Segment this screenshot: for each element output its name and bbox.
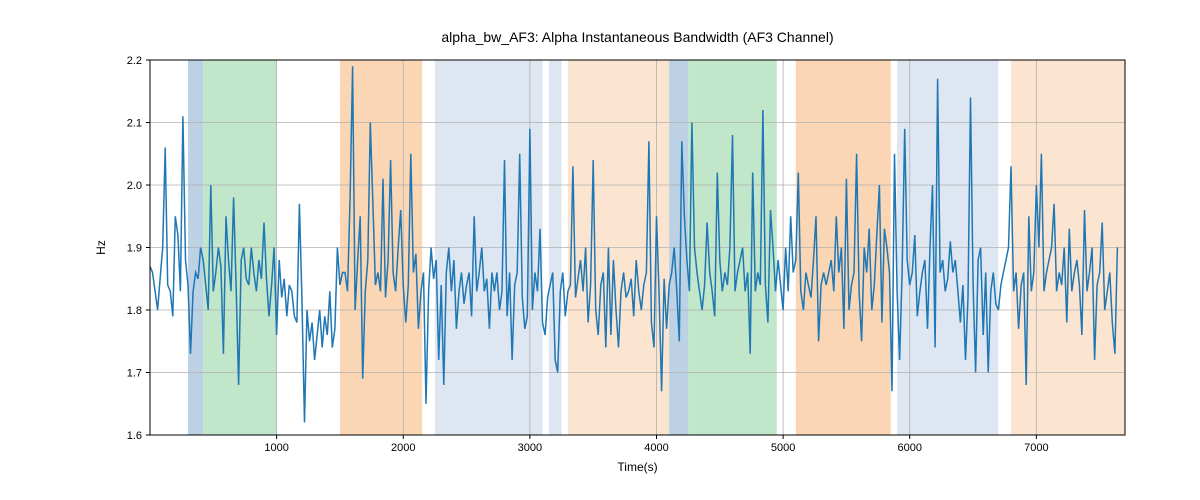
- y-tick-label: 2.0: [127, 180, 142, 192]
- chart-container: 1000 2000 3000 4000 5000 6000 7000 1.6 1.7 1.8 1.9…: [0, 0, 1200, 500]
- x-tick-label: 5000: [771, 442, 795, 454]
- x-tick-label: 7000: [1024, 442, 1048, 454]
- y-tick-label: 1.7: [127, 368, 142, 380]
- y-axis-label: Hz: [94, 240, 108, 255]
- x-tick-label: 1000: [264, 442, 288, 454]
- x-tick-label: 2000: [391, 442, 415, 454]
- y-tick-label: 1.8: [127, 305, 142, 317]
- y-tick-label: 1.9: [127, 243, 142, 255]
- x-tick-label: 6000: [897, 442, 921, 454]
- line-chart: 1000 2000 3000 4000 5000 6000 7000 1.6 1.7 1.8 1.9…: [0, 0, 1200, 500]
- x-axis-label: Time(s): [617, 460, 657, 474]
- x-tick-label: 3000: [518, 442, 542, 454]
- y-tick-label: 1.6: [127, 430, 142, 442]
- y-tick-label: 2.1: [127, 118, 142, 130]
- chart-title: alpha_bw_AF3: Alpha Instantaneous Bandwi…: [441, 29, 833, 45]
- x-tick-label: 4000: [644, 442, 668, 454]
- y-tick-label: 2.2: [127, 55, 142, 67]
